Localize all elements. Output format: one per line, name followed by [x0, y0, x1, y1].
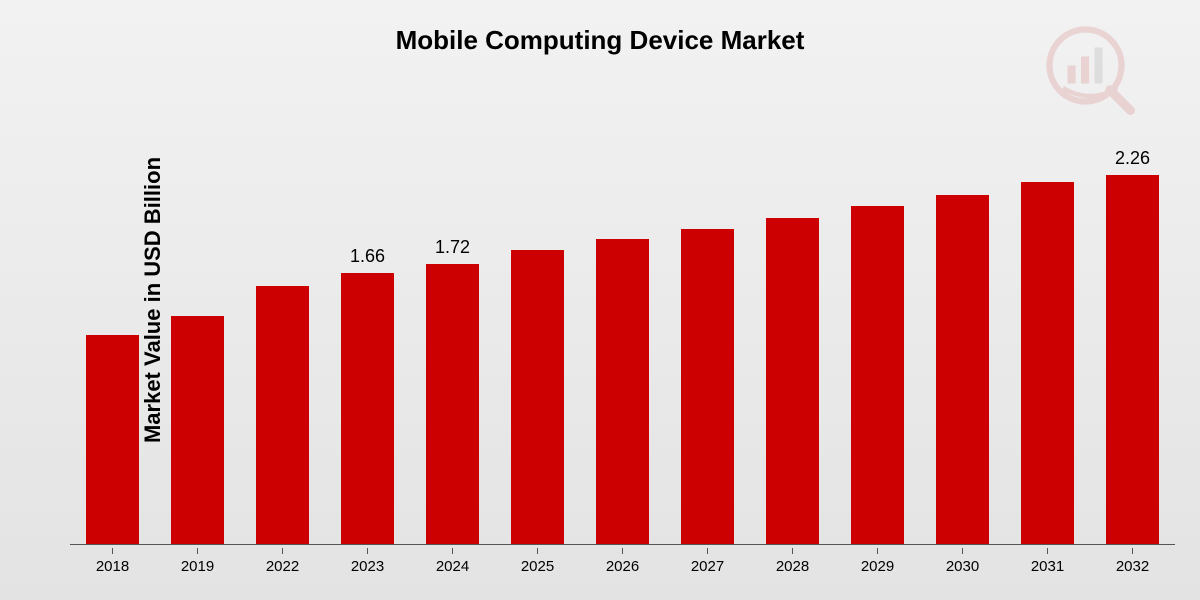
bar-value-label: 1.66: [325, 246, 410, 267]
x-tick: 2027: [665, 548, 750, 575]
bar-wrap: [665, 120, 750, 544]
bar-wrap: [155, 120, 240, 544]
chart-title: Mobile Computing Device Market: [0, 25, 1200, 56]
x-tick: 2018: [70, 548, 155, 575]
bar: [681, 229, 734, 544]
x-tick: 2022: [240, 548, 325, 575]
bar-wrap: [835, 120, 920, 544]
bar-wrap: 2.26: [1090, 120, 1175, 544]
x-tick: 2026: [580, 548, 665, 575]
bar: [426, 264, 479, 544]
x-tick: 2023: [325, 548, 410, 575]
bar-value-label: 2.26: [1090, 148, 1175, 169]
x-tick: 2025: [495, 548, 580, 575]
bar-wrap: [920, 120, 1005, 544]
bar-wrap: [495, 120, 580, 544]
bar-wrap: [750, 120, 835, 544]
x-tick: 2031: [1005, 548, 1090, 575]
bar: [936, 195, 989, 544]
bar: [766, 218, 819, 544]
bar-wrap: [240, 120, 325, 544]
x-tick: 2032: [1090, 548, 1175, 575]
x-tick: 2028: [750, 548, 835, 575]
bar-wrap: [1005, 120, 1090, 544]
chart-plot-area: 1.661.72 2.26: [70, 120, 1175, 545]
bar-wrap: 1.66: [325, 120, 410, 544]
bar-wrap: [580, 120, 665, 544]
bar: [1106, 175, 1159, 544]
x-axis: 2018201920222023202420252026202720282029…: [70, 548, 1175, 575]
bar-wrap: [70, 120, 155, 544]
bar: [341, 273, 394, 544]
bar: [596, 239, 649, 544]
x-tick: 2029: [835, 548, 920, 575]
bar: [171, 316, 224, 544]
bar: [86, 335, 139, 544]
x-tick: 2030: [920, 548, 1005, 575]
bar: [851, 206, 904, 544]
bar: [1021, 182, 1074, 544]
x-tick: 2019: [155, 548, 240, 575]
x-tick: 2024: [410, 548, 495, 575]
bar: [511, 250, 564, 544]
bar-wrap: 1.72: [410, 120, 495, 544]
bar-value-label: 1.72: [410, 237, 495, 258]
bars-container: 1.661.72 2.26: [70, 120, 1175, 544]
bar: [256, 286, 309, 544]
